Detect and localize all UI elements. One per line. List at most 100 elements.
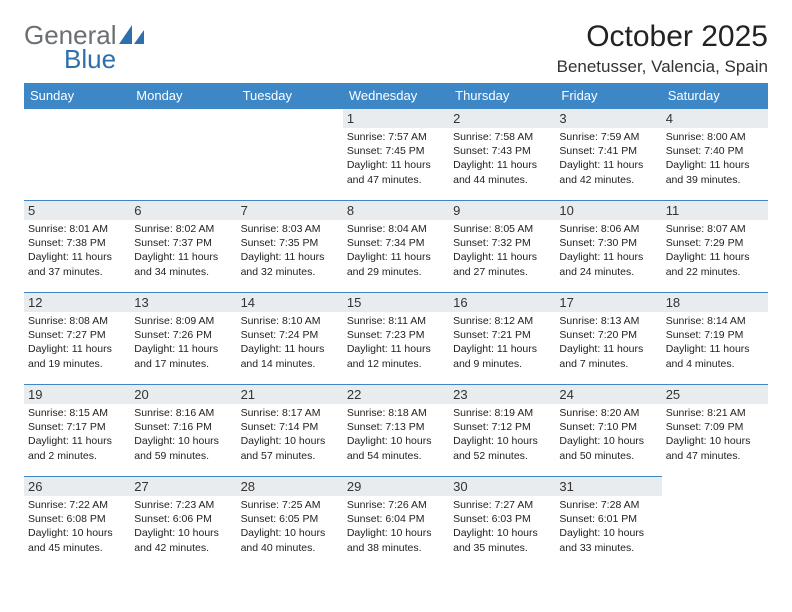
- weekday-fri: Friday: [555, 83, 661, 109]
- calendar-day-cell: 11 Sunrise: 8:07 AMSunset: 7:29 PMDayligh…: [662, 201, 768, 293]
- day-info: Sunrise: 8:19 AMSunset: 7:12 PMDaylight:…: [453, 406, 551, 463]
- day-number: 26: [24, 477, 130, 496]
- day-number: 9: [449, 201, 555, 220]
- day-number: 19: [24, 385, 130, 404]
- calendar-day-cell: 25 Sunrise: 8:21 AMSunset: 7:09 PMDayligh…: [662, 385, 768, 477]
- day-info: Sunrise: 8:18 AMSunset: 7:13 PMDaylight:…: [347, 406, 445, 463]
- calendar-table: Sunday Monday Tuesday Wednesday Thursday…: [24, 83, 768, 568]
- calendar-body: 1Sunrise: 7:57 AMSunset: 7:45 PMDaylight…: [24, 109, 768, 569]
- day-info: Sunrise: 8:17 AMSunset: 7:14 PMDaylight:…: [241, 406, 339, 463]
- day-info: Sunrise: 8:03 AMSunset: 7:35 PMDaylight:…: [241, 222, 339, 279]
- day-info: Sunrise: 7:28 AMSunset: 6:01 PMDaylight:…: [559, 498, 657, 555]
- brand-text-2: Blue: [64, 44, 116, 75]
- calendar-day-cell: 31 Sunrise: 7:28 AMSunset: 6:01 PMDayligh…: [555, 477, 661, 569]
- calendar-day-cell: 21 Sunrise: 8:17 AMSunset: 7:14 PMDayligh…: [237, 385, 343, 477]
- calendar-day-cell: 23 Sunrise: 8:19 AMSunset: 7:12 PMDayligh…: [449, 385, 555, 477]
- calendar-day-cell: 9 Sunrise: 8:05 AMSunset: 7:32 PMDaylight…: [449, 201, 555, 293]
- calendar-day-cell: 30 Sunrise: 7:27 AMSunset: 6:03 PMDayligh…: [449, 477, 555, 569]
- day-info: Sunrise: 8:09 AMSunset: 7:26 PMDaylight:…: [134, 314, 232, 371]
- day-number: 1: [343, 109, 449, 128]
- brand-sail-icon: [118, 24, 146, 46]
- day-number: 12: [24, 293, 130, 312]
- day-number: 25: [662, 385, 768, 404]
- calendar-day-cell: 18 Sunrise: 8:14 AMSunset: 7:19 PMDayligh…: [662, 293, 768, 385]
- calendar-day-cell: 19 Sunrise: 8:15 AMSunset: 7:17 PMDayligh…: [24, 385, 130, 477]
- weekday-sat: Saturday: [662, 83, 768, 109]
- day-info: Sunrise: 8:04 AMSunset: 7:34 PMDaylight:…: [347, 222, 445, 279]
- day-info: Sunrise: 8:02 AMSunset: 7:37 PMDaylight:…: [134, 222, 232, 279]
- day-number: 30: [449, 477, 555, 496]
- day-number: 3: [555, 109, 661, 128]
- calendar-day-cell: 3 Sunrise: 7:59 AMSunset: 7:41 PMDaylight…: [555, 109, 661, 201]
- day-info: Sunrise: 8:08 AMSunset: 7:27 PMDaylight:…: [28, 314, 126, 371]
- day-number: 2: [449, 109, 555, 128]
- day-number: 7: [237, 201, 343, 220]
- weekday-header-row: Sunday Monday Tuesday Wednesday Thursday…: [24, 83, 768, 109]
- day-number: 4: [662, 109, 768, 128]
- weekday-wed: Wednesday: [343, 83, 449, 109]
- calendar-week-row: 12 Sunrise: 8:08 AMSunset: 7:27 PMDayligh…: [24, 293, 768, 385]
- day-number: 16: [449, 293, 555, 312]
- day-number: 24: [555, 385, 661, 404]
- calendar-day-cell: 28Sunrise: 7:25 AMSunset: 6:05 PMDayligh…: [237, 477, 343, 569]
- day-number: 22: [343, 385, 449, 404]
- day-info: Sunrise: 8:14 AMSunset: 7:19 PMDaylight:…: [666, 314, 764, 371]
- location: Benetusser, Valencia, Spain: [557, 57, 768, 77]
- calendar-day-cell: [24, 109, 130, 201]
- day-info: Sunrise: 8:11 AMSunset: 7:23 PMDaylight:…: [347, 314, 445, 371]
- day-info: Sunrise: 8:07 AMSunset: 7:29 PMDaylight:…: [666, 222, 764, 279]
- calendar-day-cell: 24 Sunrise: 8:20 AMSunset: 7:10 PMDayligh…: [555, 385, 661, 477]
- day-number: 13: [130, 293, 236, 312]
- calendar-day-cell: [130, 109, 236, 201]
- calendar-day-cell: 22 Sunrise: 8:18 AMSunset: 7:13 PMDayligh…: [343, 385, 449, 477]
- day-info: Sunrise: 8:05 AMSunset: 7:32 PMDaylight:…: [453, 222, 551, 279]
- calendar-week-row: 1Sunrise: 7:57 AMSunset: 7:45 PMDaylight…: [24, 109, 768, 201]
- calendar-day-cell: 5 Sunrise: 8:01 AMSunset: 7:38 PMDaylight…: [24, 201, 130, 293]
- calendar-day-cell: 4 Sunrise: 8:00 AMSunset: 7:40 PMDaylight…: [662, 109, 768, 201]
- day-number: 29: [343, 477, 449, 496]
- calendar-week-row: 5 Sunrise: 8:01 AMSunset: 7:38 PMDaylight…: [24, 201, 768, 293]
- day-number: 11: [662, 201, 768, 220]
- calendar-day-cell: 27 Sunrise: 7:23 AMSunset: 6:06 PMDayligh…: [130, 477, 236, 569]
- day-info: Sunrise: 8:10 AMSunset: 7:24 PMDaylight:…: [241, 314, 339, 371]
- day-number: 5: [24, 201, 130, 220]
- calendar-day-cell: 29Sunrise: 7:26 AMSunset: 6:04 PMDayligh…: [343, 477, 449, 569]
- day-number: 21: [237, 385, 343, 404]
- day-info: Sunrise: 8:21 AMSunset: 7:09 PMDaylight:…: [666, 406, 764, 463]
- day-info: Sunrise: 8:15 AMSunset: 7:17 PMDaylight:…: [28, 406, 126, 463]
- calendar-day-cell: 20Sunrise: 8:16 AMSunset: 7:16 PMDayligh…: [130, 385, 236, 477]
- weekday-thu: Thursday: [449, 83, 555, 109]
- weekday-mon: Monday: [130, 83, 236, 109]
- day-info: Sunrise: 8:06 AMSunset: 7:30 PMDaylight:…: [559, 222, 657, 279]
- day-number: 10: [555, 201, 661, 220]
- brand-logo: GeneralBlue: [24, 20, 164, 72]
- day-info: Sunrise: 8:12 AMSunset: 7:21 PMDaylight:…: [453, 314, 551, 371]
- calendar-day-cell: 10 Sunrise: 8:06 AMSunset: 7:30 PMDayligh…: [555, 201, 661, 293]
- day-number: 23: [449, 385, 555, 404]
- calendar-day-cell: 17 Sunrise: 8:13 AMSunset: 7:20 PMDayligh…: [555, 293, 661, 385]
- day-number: 6: [130, 201, 236, 220]
- calendar-day-cell: 26Sunrise: 7:22 AMSunset: 6:08 PMDayligh…: [24, 477, 130, 569]
- day-number: 18: [662, 293, 768, 312]
- calendar-day-cell: 12 Sunrise: 8:08 AMSunset: 7:27 PMDayligh…: [24, 293, 130, 385]
- day-number: 27: [130, 477, 236, 496]
- header: GeneralBlue October 2025 Benetusser, Val…: [24, 20, 768, 77]
- day-info: Sunrise: 7:58 AMSunset: 7:43 PMDaylight:…: [453, 130, 551, 187]
- weekday-tue: Tuesday: [237, 83, 343, 109]
- day-info: Sunrise: 8:01 AMSunset: 7:38 PMDaylight:…: [28, 222, 126, 279]
- calendar-day-cell: 14Sunrise: 8:10 AMSunset: 7:24 PMDayligh…: [237, 293, 343, 385]
- day-number: 15: [343, 293, 449, 312]
- day-info: Sunrise: 7:25 AMSunset: 6:05 PMDaylight:…: [241, 498, 339, 555]
- day-number: 31: [555, 477, 661, 496]
- day-info: Sunrise: 8:13 AMSunset: 7:20 PMDaylight:…: [559, 314, 657, 371]
- calendar-page: GeneralBlue October 2025 Benetusser, Val…: [0, 0, 792, 578]
- day-info: Sunrise: 8:00 AMSunset: 7:40 PMDaylight:…: [666, 130, 764, 187]
- day-info: Sunrise: 8:20 AMSunset: 7:10 PMDaylight:…: [559, 406, 657, 463]
- day-info: Sunrise: 7:59 AMSunset: 7:41 PMDaylight:…: [559, 130, 657, 187]
- calendar-day-cell: 16 Sunrise: 8:12 AMSunset: 7:21 PMDayligh…: [449, 293, 555, 385]
- calendar-week-row: 19 Sunrise: 8:15 AMSunset: 7:17 PMDayligh…: [24, 385, 768, 477]
- day-number: 17: [555, 293, 661, 312]
- day-info: Sunrise: 7:23 AMSunset: 6:06 PMDaylight:…: [134, 498, 232, 555]
- calendar-day-cell: 8Sunrise: 8:04 AMSunset: 7:34 PMDaylight…: [343, 201, 449, 293]
- day-info: Sunrise: 7:27 AMSunset: 6:03 PMDaylight:…: [453, 498, 551, 555]
